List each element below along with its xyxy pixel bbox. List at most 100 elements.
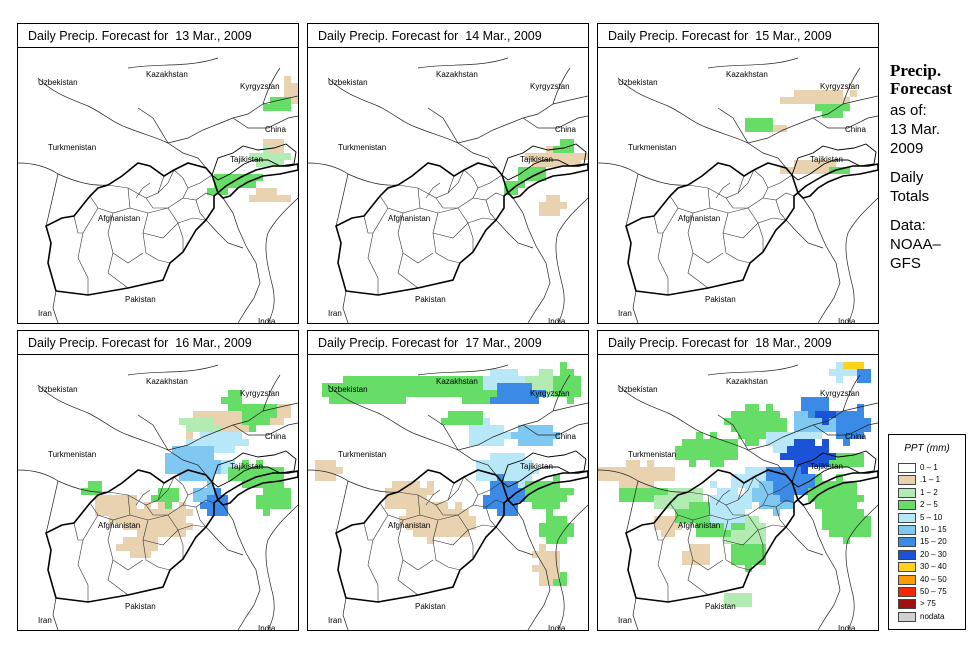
precip-cell (277, 481, 284, 488)
precip-cell (822, 495, 829, 502)
precip-cell (745, 474, 752, 481)
precip-cell (801, 90, 808, 97)
province-border (485, 199, 497, 221)
precip-cell (780, 418, 787, 425)
precip-map: Uzbekistan Kazakhstan Kyrgyzstan China Turkm… (308, 48, 588, 323)
precip-cell (235, 174, 242, 181)
precip-cell (553, 376, 560, 383)
precip-cell (553, 153, 560, 160)
precip-cell (434, 530, 441, 537)
precip-cell (724, 446, 731, 453)
precip-cell (626, 467, 633, 474)
precip-cell (476, 432, 483, 439)
precip-cell (766, 495, 773, 502)
precip-cell (221, 509, 228, 516)
precip-cell (420, 502, 427, 509)
precip-cell (497, 397, 504, 404)
precip-cell (724, 600, 731, 607)
precip-cell (343, 383, 350, 390)
precip-cell (256, 460, 263, 467)
precip-cell (490, 488, 497, 495)
precip-cell (434, 376, 441, 383)
precip-cell (787, 439, 794, 446)
precip-cell (801, 160, 808, 167)
province-border (89, 502, 131, 521)
precip-cell (221, 446, 228, 453)
precip-cell (263, 411, 270, 418)
precip-cell (682, 502, 689, 509)
country-label-china: China (265, 432, 286, 441)
legend-item: 10 – 15 (898, 525, 962, 536)
precip-cell (490, 397, 497, 404)
precip-cell (525, 167, 532, 174)
precip-cell (794, 167, 801, 174)
precip-cell (738, 509, 745, 516)
precip-cell (560, 153, 567, 160)
precip-cell (553, 488, 560, 495)
precip-cell (284, 104, 291, 111)
precip-cell (836, 474, 843, 481)
precip-cell (427, 523, 434, 530)
precip-cell (504, 509, 511, 516)
precip-cell (794, 481, 801, 488)
province-border (447, 169, 465, 194)
precip-cell (193, 460, 200, 467)
precip-cell (350, 390, 357, 397)
precip-cell (158, 509, 165, 516)
precip-cell (553, 551, 560, 558)
precip-cell (441, 418, 448, 425)
precip-cell (836, 411, 843, 418)
precip-cell (752, 551, 759, 558)
precip-cell (532, 383, 539, 390)
precip-cell (633, 467, 640, 474)
precip-cell (815, 446, 822, 453)
precip-cell (207, 432, 214, 439)
precip-cell (130, 495, 137, 502)
precip-cell (476, 439, 483, 446)
precip-cell (759, 558, 766, 565)
precip-cell (137, 551, 144, 558)
precip-cell (738, 530, 745, 537)
precip-cell (263, 153, 270, 160)
precip-cell (553, 572, 560, 579)
legend-item: 5 – 10 (898, 512, 962, 524)
legend-title: PPT (mm) (904, 443, 950, 454)
precip-cell (633, 481, 640, 488)
precip-cell (476, 411, 483, 418)
precip-cell (759, 467, 766, 474)
precip-cell (647, 488, 654, 495)
precip-cells (81, 390, 291, 558)
precip-cell (406, 390, 413, 397)
precip-cell (165, 453, 172, 460)
precip-cell (123, 509, 130, 516)
precip-cell (731, 474, 738, 481)
precip-cell (864, 418, 871, 425)
precip-cell (808, 97, 815, 104)
province-border (715, 182, 731, 199)
precip-cell (322, 474, 329, 481)
province-border (432, 529, 469, 546)
precip-cell (829, 502, 836, 509)
precip-cell (193, 446, 200, 453)
province-border (687, 559, 709, 596)
precip-cell (490, 439, 497, 446)
precip-cell (633, 460, 640, 467)
precip-cell (315, 460, 322, 467)
precip-cell (647, 474, 654, 481)
precip-cell (144, 551, 151, 558)
precip-cell (263, 481, 270, 488)
precip-cell (144, 537, 151, 544)
precip-cell (525, 383, 532, 390)
precip-cell (689, 488, 696, 495)
precip-cell (200, 502, 207, 509)
panel-title: Daily Precip. Forecast for 15 Mar., 2009 (598, 24, 878, 48)
precip-cell (130, 544, 137, 551)
precip-cell (829, 111, 836, 118)
precip-cell (336, 383, 343, 390)
precip-cell (277, 139, 284, 146)
precip-cell (836, 90, 843, 97)
precip-cell (843, 411, 850, 418)
precip-cell (850, 509, 857, 516)
precip-cell (116, 544, 123, 551)
precip-cell (567, 530, 574, 537)
